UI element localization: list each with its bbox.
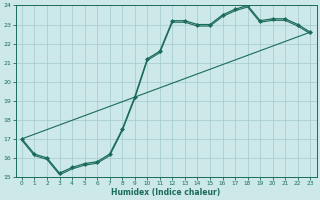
X-axis label: Humidex (Indice chaleur): Humidex (Indice chaleur) — [111, 188, 221, 197]
